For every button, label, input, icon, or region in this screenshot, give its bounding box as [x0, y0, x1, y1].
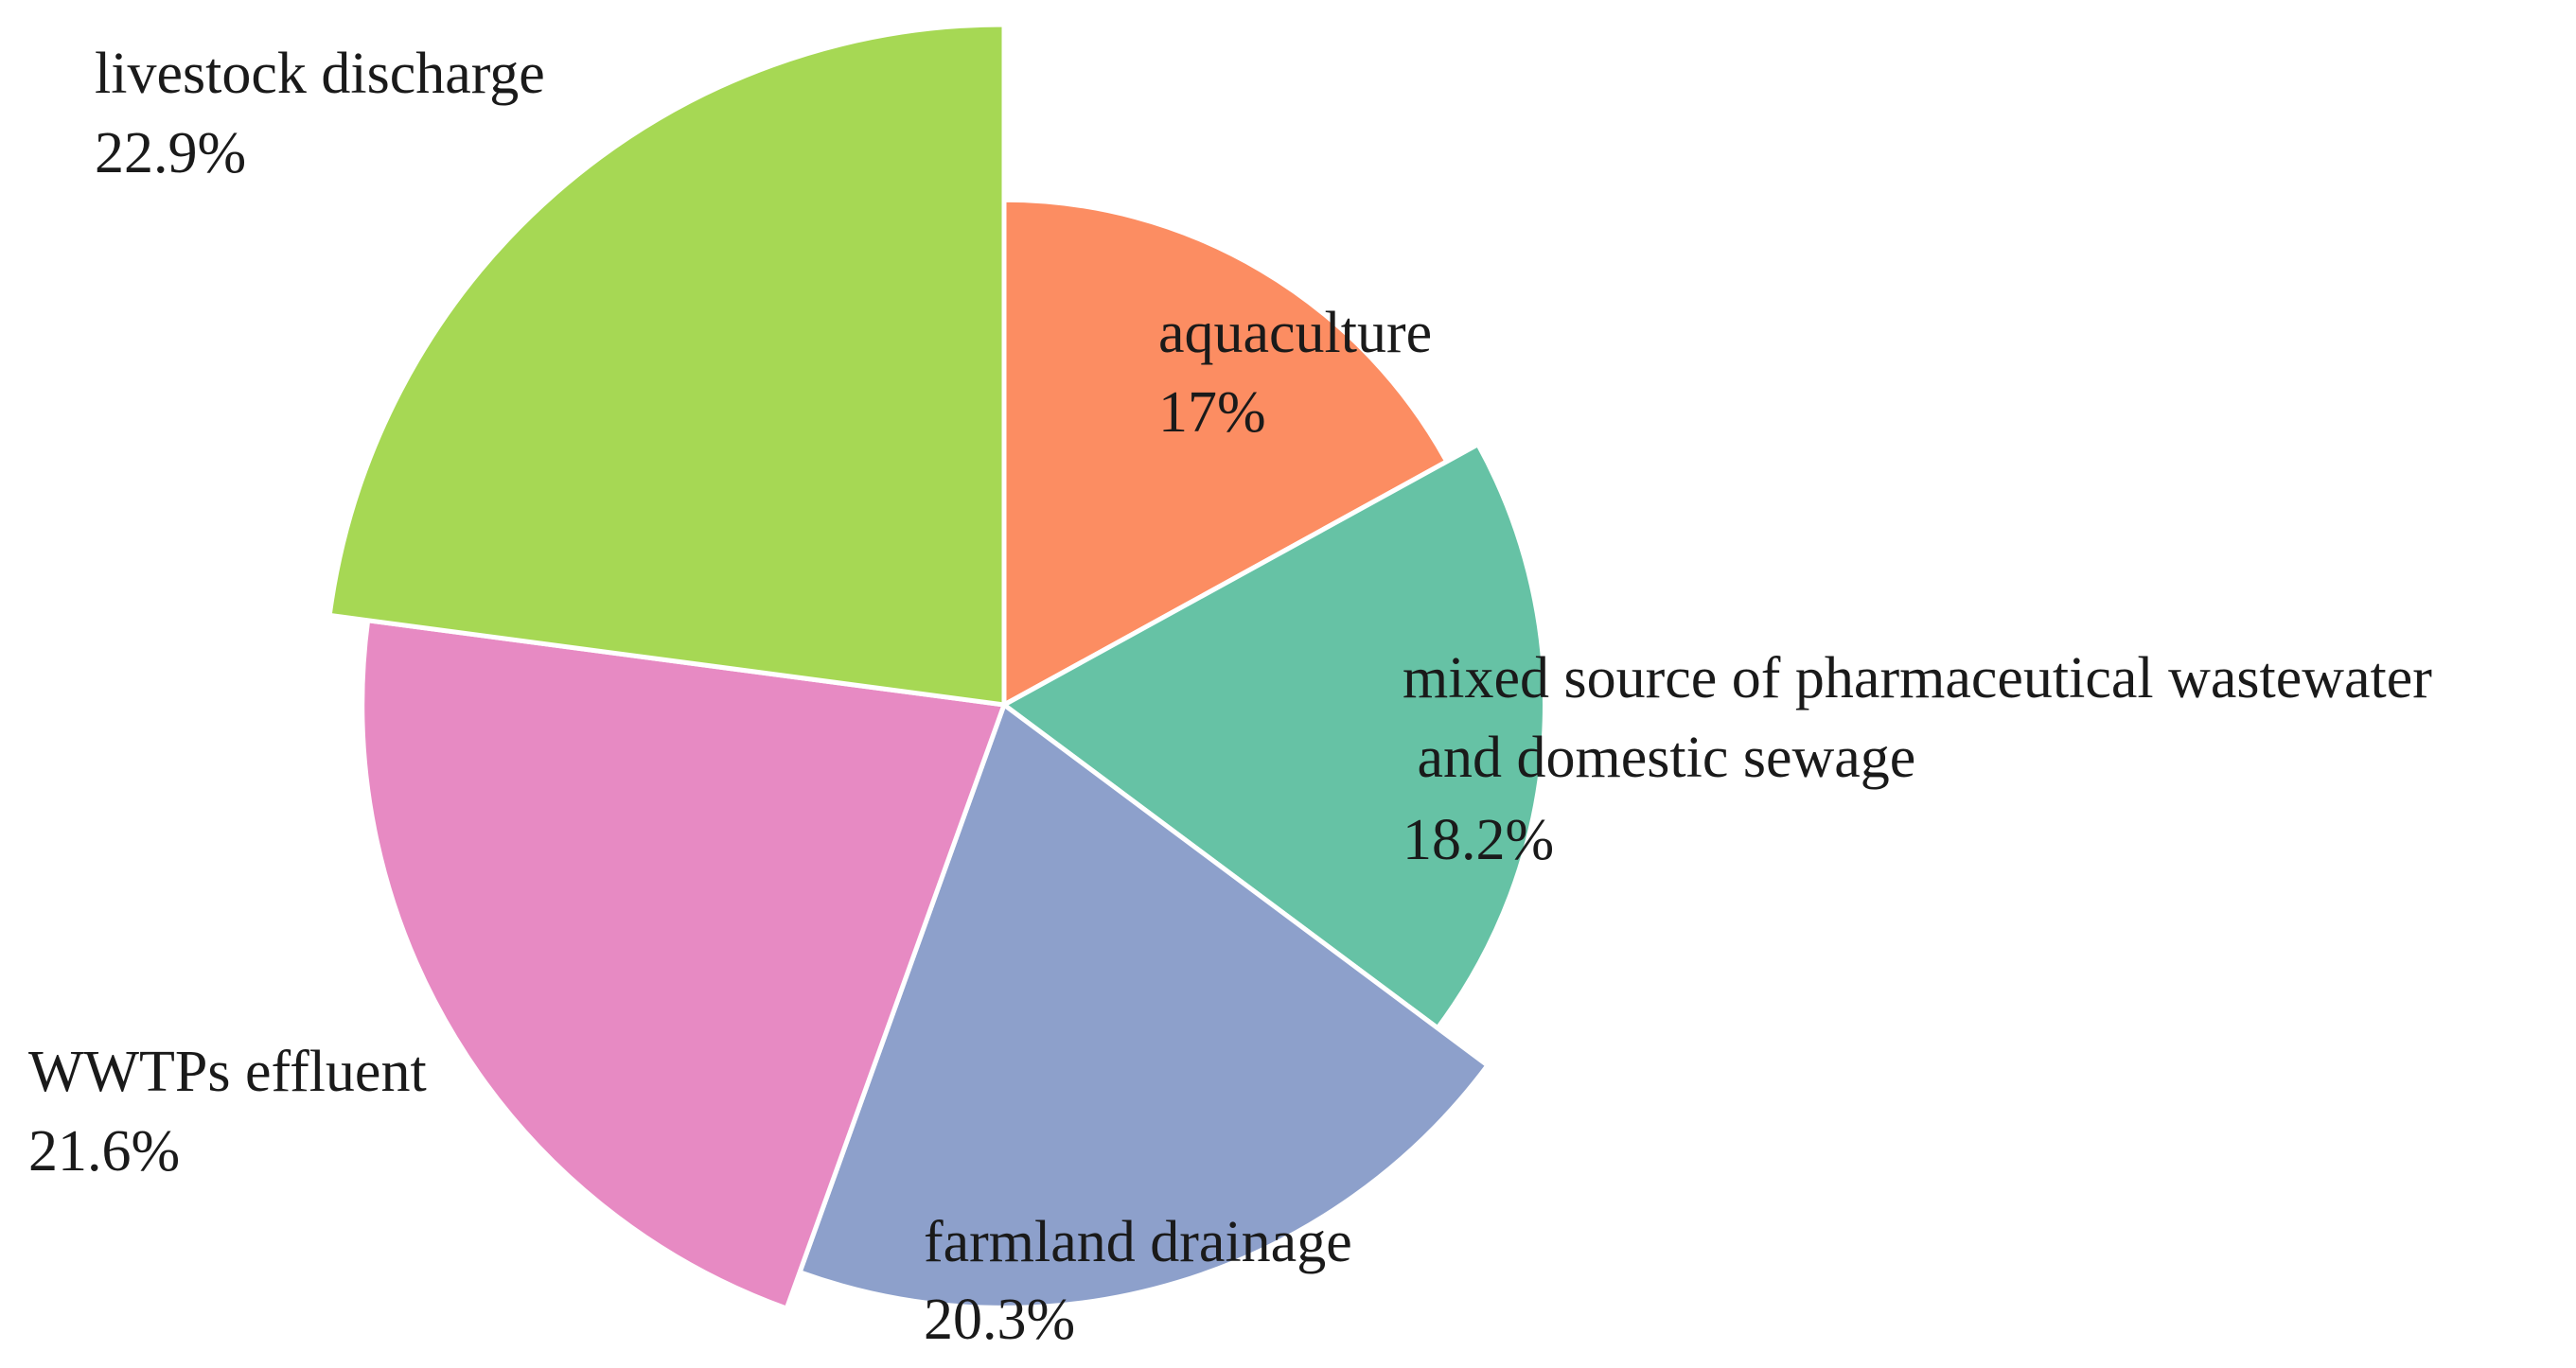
labels-layer: aquaculture 17% mixed source of pharmace…	[28, 42, 2432, 1352]
slice-label-aquaculture: aquaculture	[1158, 301, 1432, 365]
slice-value-farmland-drainage: 20.3%	[924, 1288, 1075, 1352]
slice-label-mixed-source: mixed source of pharmaceutical wastewate…	[1403, 646, 2432, 710]
slice-label-mixed-source-line2: and domestic sewage	[1403, 726, 1915, 790]
slice-label-livestock-discharge: livestock discharge	[95, 42, 545, 106]
slices-layer	[326, 22, 1547, 1312]
slice-label-wwtps-effluent: WWTPs effluent	[28, 1040, 427, 1104]
slice-value-mixed-source: 18.2%	[1403, 808, 1554, 872]
slice-aquaculture	[1001, 197, 1451, 710]
slice-value-livestock-discharge: 22.9%	[95, 121, 246, 185]
slice-livestock-discharge	[326, 22, 1007, 708]
slice-farmland-drainage	[796, 700, 1491, 1310]
slice-value-aquaculture: 17%	[1158, 380, 1266, 445]
slice-wwtps-effluent	[360, 617, 1008, 1312]
slice-value-wwtps-effluent: 21.6%	[28, 1119, 180, 1184]
slice-label-farmland-drainage: farmland drainage	[924, 1210, 1352, 1274]
slice-mixed-source-of-pharmaceutical-wastewater	[999, 441, 1547, 1032]
